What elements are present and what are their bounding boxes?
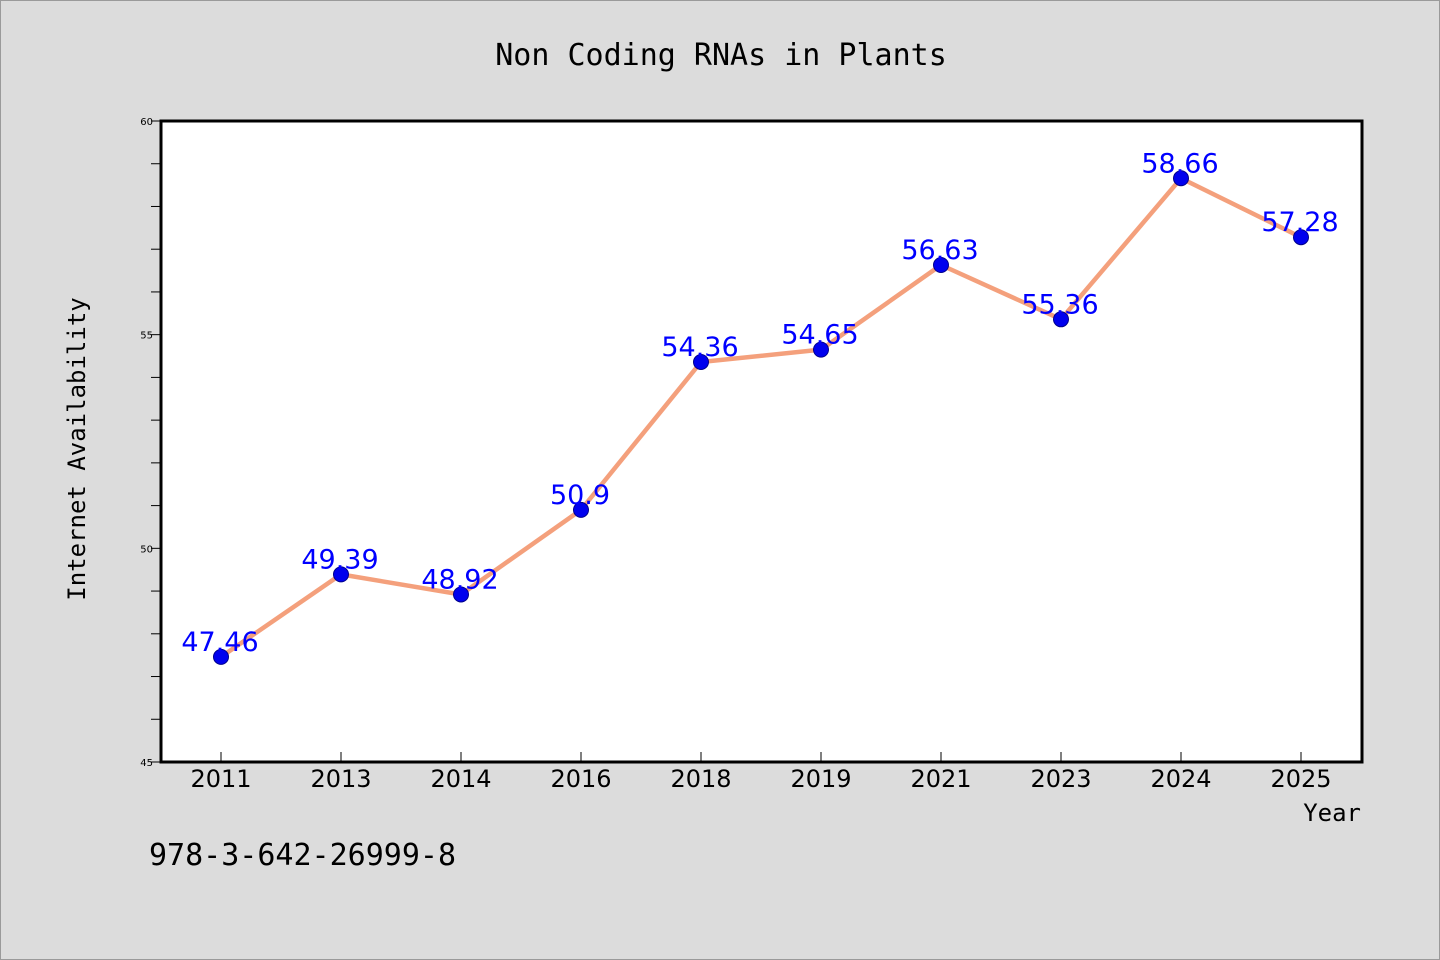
data-point bbox=[1173, 170, 1189, 187]
y-tick-label: 45 bbox=[140, 758, 153, 769]
plot-area bbox=[159, 119, 1364, 764]
x-tick-label: 2013 bbox=[310, 765, 371, 793]
data-point bbox=[693, 354, 709, 371]
data-label: 56.63 bbox=[901, 235, 978, 266]
y-axis: 45 50 55 60 bbox=[140, 117, 161, 769]
x-tick-label: 2023 bbox=[1030, 765, 1091, 793]
series-line bbox=[218, 176, 1304, 660]
data-labels: 47.46 49.39 48.92 50.9 54.36 54.65 56.63 55.36 5… bbox=[181, 148, 1338, 658]
data-point bbox=[1053, 311, 1069, 328]
data-label: 57.28 bbox=[1261, 207, 1338, 238]
data-label: 48.92 bbox=[421, 564, 498, 595]
data-point bbox=[213, 648, 229, 665]
data-point bbox=[813, 341, 829, 358]
data-point bbox=[933, 257, 949, 274]
data-label: 54.36 bbox=[661, 332, 738, 363]
data-point bbox=[453, 586, 469, 603]
data-label: 49.39 bbox=[301, 544, 378, 575]
isbn-text: 978-3-642-26999-8 bbox=[149, 838, 456, 873]
x-axis-label: Year bbox=[1303, 799, 1361, 827]
y-tick-label: 60 bbox=[140, 117, 153, 128]
data-point bbox=[1293, 229, 1309, 246]
chart-title: Non Coding RNAs in Plants bbox=[495, 38, 947, 73]
x-tick-label: 2018 bbox=[670, 765, 731, 793]
x-tick-label: 2019 bbox=[790, 765, 851, 793]
x-tick-label: 2014 bbox=[430, 765, 491, 793]
x-axis: 2011 2013 2014 2016 2018 2019 2021 2023 2024 2025 bbox=[190, 752, 1332, 793]
data-label: 55.36 bbox=[1021, 289, 1098, 320]
x-tick-label: 2024 bbox=[1150, 765, 1211, 793]
data-point bbox=[573, 501, 589, 518]
y-tick-label: 55 bbox=[140, 331, 153, 342]
x-tick-label: 2021 bbox=[910, 765, 971, 793]
data-markers bbox=[213, 170, 1309, 665]
x-tick-label: 2011 bbox=[190, 765, 251, 793]
data-label: 54.65 bbox=[781, 320, 858, 351]
data-point bbox=[333, 566, 349, 583]
x-tick-label: 2025 bbox=[1270, 765, 1331, 793]
x-tick-label: 2016 bbox=[550, 765, 611, 793]
data-label: 50.9 bbox=[550, 480, 610, 511]
data-label: 47.46 bbox=[181, 627, 258, 658]
y-axis-label: Internet Availability bbox=[63, 297, 91, 600]
data-label: 58.66 bbox=[1141, 148, 1218, 179]
series-line-group bbox=[218, 176, 1304, 660]
y-tick-label: 50 bbox=[140, 544, 153, 555]
